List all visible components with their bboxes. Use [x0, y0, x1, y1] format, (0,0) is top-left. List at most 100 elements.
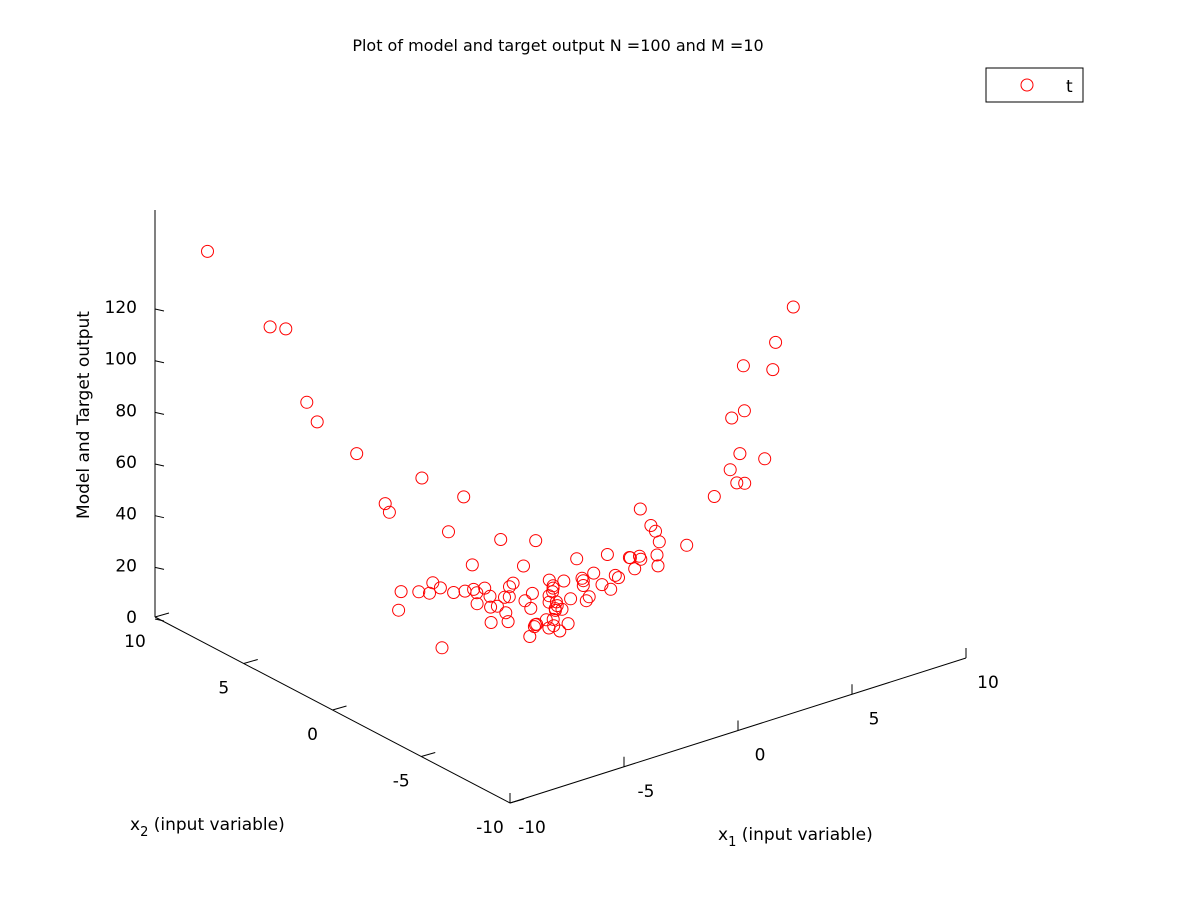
- x1-tick-label: -10: [518, 818, 546, 838]
- data-point: [350, 447, 364, 461]
- z-tick-label: 60: [115, 453, 137, 473]
- data-point: [483, 589, 497, 603]
- x2-tick-label: 0: [307, 725, 318, 745]
- x2-tick-label: 10: [124, 632, 146, 652]
- data-point: [310, 415, 324, 429]
- data-point: [548, 603, 562, 617]
- data-point: [608, 568, 622, 582]
- data-point: [633, 549, 646, 563]
- data-point: [786, 300, 800, 314]
- data-point: [423, 586, 436, 600]
- data-point: [542, 573, 556, 587]
- data-point: [300, 395, 314, 409]
- data-point: [579, 594, 593, 608]
- data-point: [612, 571, 625, 585]
- data-point: [582, 590, 596, 604]
- z-tick-label: 20: [115, 556, 137, 576]
- data-point: [546, 612, 560, 626]
- data-point: [723, 463, 737, 477]
- data-point: [528, 618, 542, 632]
- data-point: [517, 559, 530, 573]
- data-point: [546, 585, 560, 599]
- x1-tick-label: 0: [755, 746, 766, 766]
- data-point: [628, 562, 642, 576]
- data-point: [465, 558, 479, 572]
- data-point: [525, 586, 539, 600]
- data-point: [575, 571, 589, 585]
- data-point: [382, 505, 396, 519]
- z-tick-mark: [154, 308, 165, 312]
- legend-marker: [1020, 78, 1034, 92]
- data-point: [651, 559, 665, 573]
- data-point: [506, 576, 520, 590]
- data-point: [564, 592, 578, 606]
- x2-tick-mark: [154, 612, 170, 618]
- z-tick-mark: [154, 411, 165, 415]
- data-point: [604, 582, 618, 596]
- x2-tick-mark: [243, 659, 258, 664]
- z-tick-mark: [154, 463, 165, 467]
- data-point: [766, 363, 780, 377]
- data-point: [733, 447, 747, 461]
- data-point: [650, 548, 664, 562]
- x2-axis-label: x2 (input variable): [130, 815, 285, 840]
- data-point: [484, 616, 498, 629]
- x1-tick-label: 5: [869, 709, 880, 729]
- data-point: [435, 641, 449, 655]
- x2-tick-label: -10: [476, 818, 504, 838]
- data-point: [494, 533, 508, 546]
- data-point: [484, 600, 498, 614]
- data-point: [426, 576, 440, 590]
- x2-tick-mark: [421, 752, 436, 757]
- data-point: [378, 497, 392, 511]
- z-tick-mark: [154, 566, 165, 570]
- data-point: [457, 490, 471, 504]
- data-point: [263, 320, 277, 334]
- data-point: [680, 538, 694, 552]
- data-point: [587, 566, 601, 580]
- x2-tick-mark: [332, 705, 347, 711]
- data-point: [394, 585, 408, 599]
- data-point: [576, 574, 590, 588]
- data-point: [725, 411, 739, 425]
- z-tick-mark: [154, 515, 165, 519]
- z-tick-label: 120: [105, 298, 137, 318]
- z-tick-mark: [154, 618, 165, 622]
- data-point: [570, 552, 584, 566]
- data-point: [279, 322, 293, 336]
- data-point: [542, 589, 556, 603]
- x2-tick-label: 5: [218, 679, 229, 699]
- x1-tick-label: 10: [977, 673, 999, 693]
- data-point: [433, 581, 447, 595]
- data-point: [595, 578, 609, 592]
- chart-title: Plot of model and target output N =100 a…: [352, 36, 763, 55]
- x1-tick-label: -5: [638, 782, 655, 802]
- data-point: [738, 476, 752, 490]
- data-point: [644, 519, 658, 532]
- data-point: [470, 597, 484, 611]
- data-point: [442, 525, 455, 539]
- z-tick-mark: [154, 360, 165, 364]
- x1-axis-label: x1 (input variable): [718, 825, 873, 850]
- z-tick-label: 100: [105, 350, 137, 370]
- data-point: [736, 359, 750, 373]
- data-point: [707, 490, 721, 503]
- data-point: [392, 603, 406, 617]
- data-point: [501, 615, 515, 629]
- z-tick-label: 0: [126, 608, 137, 628]
- data-point: [499, 606, 513, 620]
- data-point: [470, 586, 484, 600]
- data-point: [412, 585, 426, 599]
- data-point: [737, 404, 751, 418]
- x2-tick-mark: [509, 798, 525, 804]
- data-point: [201, 244, 214, 258]
- legend-label: t: [1066, 77, 1073, 97]
- data-point: [600, 548, 614, 561]
- legend-box: [985, 67, 1084, 103]
- data-point: [561, 617, 575, 631]
- data-point: [415, 471, 429, 485]
- legend: t: [985, 67, 1084, 103]
- data-point: [547, 619, 561, 633]
